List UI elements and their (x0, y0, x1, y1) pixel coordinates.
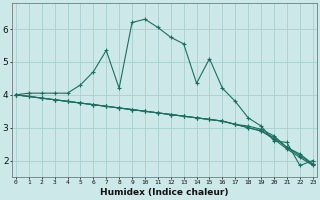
X-axis label: Humidex (Indice chaleur): Humidex (Indice chaleur) (100, 188, 228, 197)
